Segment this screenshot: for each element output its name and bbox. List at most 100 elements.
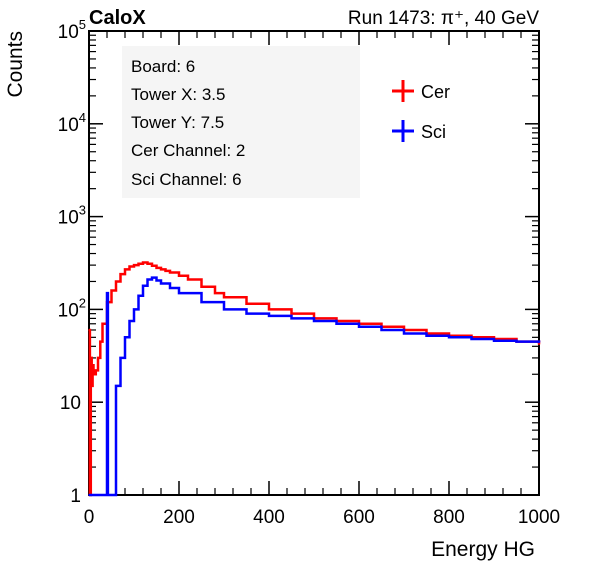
y-tick-label: 104 <box>58 110 86 136</box>
info-line-cer-channel: Cer Channel: 2 <box>131 141 245 160</box>
series-cer-point <box>90 385 93 387</box>
series-sci-point <box>290 317 293 320</box>
series-cer-point <box>200 286 203 288</box>
series-sci-point <box>92 494 95 496</box>
series-sci-point <box>358 325 360 328</box>
series-cer-point <box>115 280 117 283</box>
series-sci-point <box>105 494 107 496</box>
series-sci-point <box>151 276 153 279</box>
series-sci-point <box>470 338 473 340</box>
series-sci-point <box>124 336 126 339</box>
series-sci-point <box>538 341 540 344</box>
series-sci-point <box>94 494 97 496</box>
series-sci-point <box>101 494 104 496</box>
y-tick-label: 102 <box>58 295 86 321</box>
series-sci-point <box>403 332 405 335</box>
series-cer-point <box>91 364 94 367</box>
series-sci-point <box>103 494 106 496</box>
series-sci-point <box>110 494 113 496</box>
x-tick-label: 1000 <box>518 507 560 528</box>
series-cer-point <box>268 308 270 311</box>
x-tick-label: 200 <box>163 507 195 528</box>
series-sci-point <box>128 320 131 322</box>
run-info: Run 1473: π⁺, 40 GeV <box>348 8 539 29</box>
y-axis-label: Counts <box>4 31 27 98</box>
series-sci-point <box>223 308 225 311</box>
series-sci-point <box>178 292 180 294</box>
series-cer-point <box>146 263 149 265</box>
series-cer-point <box>88 329 90 331</box>
series-sci-point <box>425 334 428 337</box>
series-cer-point <box>110 289 113 292</box>
series-sci-point <box>448 336 450 339</box>
series-layer <box>88 261 541 497</box>
plot-frame <box>88 30 540 496</box>
series-cer-point <box>133 264 135 266</box>
series-cer-point <box>214 292 216 294</box>
y-tick-label: 1 <box>70 486 81 507</box>
series-sci-point <box>493 339 495 342</box>
info-line-tower-x: Tower X: 3.5 <box>131 85 226 104</box>
series-sci-point <box>108 494 111 496</box>
series-sci-point <box>97 494 99 496</box>
series-cer-point <box>169 271 171 274</box>
x-tick-label: 0 <box>84 507 95 528</box>
series-sci-point <box>380 329 383 331</box>
series-cer-point <box>160 268 162 271</box>
series-cer-point <box>142 261 144 264</box>
series-cer-line <box>88 261 541 497</box>
info-line-sci-channel: Sci Channel: 6 <box>131 170 242 189</box>
x-tick-label: 400 <box>253 507 285 528</box>
series-cer-point <box>94 369 97 372</box>
series-sci-point <box>142 284 144 287</box>
series-sci-point <box>335 322 338 325</box>
series-sci-point <box>160 282 162 285</box>
series-sci-line <box>89 276 541 497</box>
series-sci-point <box>515 340 518 343</box>
series-sci-point <box>146 278 149 281</box>
info-line-board: Board: 6 <box>131 57 195 76</box>
legend-sci-label: Sci <box>421 122 446 142</box>
series-sci-point <box>133 308 135 311</box>
series-cer-point <box>164 270 167 272</box>
series-cer-point <box>245 302 248 305</box>
series-cer-point <box>128 265 131 268</box>
y-tick-label: 105 <box>58 17 86 43</box>
series-cer-point <box>99 340 102 343</box>
y-tick-label: 10 <box>60 393 81 414</box>
series-cer-point <box>124 268 126 271</box>
series-sci-point <box>88 494 90 496</box>
legend: Cer Sci <box>392 80 450 142</box>
series-sci-point <box>137 295 140 297</box>
y-tick-label: 103 <box>58 203 86 229</box>
series-cer-point <box>178 275 180 277</box>
series-cer-point <box>538 343 540 346</box>
axis-ticks: 0 200 400 600 800 1000 1 10 102 103 104 105 <box>58 17 561 528</box>
series-cer-point <box>290 312 293 315</box>
series-sci-point <box>200 301 203 303</box>
series-sci-point <box>169 287 171 289</box>
legend-cer-label: Cer <box>421 82 450 102</box>
x-axis-label: Energy HG <box>431 538 535 561</box>
series-sci-point <box>268 315 270 317</box>
x-tick-label: 800 <box>433 507 465 528</box>
series-sci-point <box>155 279 158 282</box>
series-sci-point <box>119 357 122 359</box>
series-cer-point <box>137 263 140 265</box>
series-cer-point <box>223 296 225 299</box>
series-sci-point <box>115 385 117 387</box>
series-cer-point <box>97 357 99 359</box>
series-cer-point <box>119 273 122 275</box>
series-sci-point <box>107 494 109 496</box>
info-line-tower-y: Tower Y: 7.5 <box>131 113 224 132</box>
series-cer-point <box>151 265 153 267</box>
series-cer-point <box>155 267 158 269</box>
series-sci-point <box>106 292 108 294</box>
series-cer-point <box>187 278 189 281</box>
series-cer-point <box>101 322 104 325</box>
series-sci-point <box>99 494 102 496</box>
series-cer-point <box>92 373 95 376</box>
info-box <box>122 46 360 198</box>
experiment-label: CaloX <box>89 7 146 29</box>
